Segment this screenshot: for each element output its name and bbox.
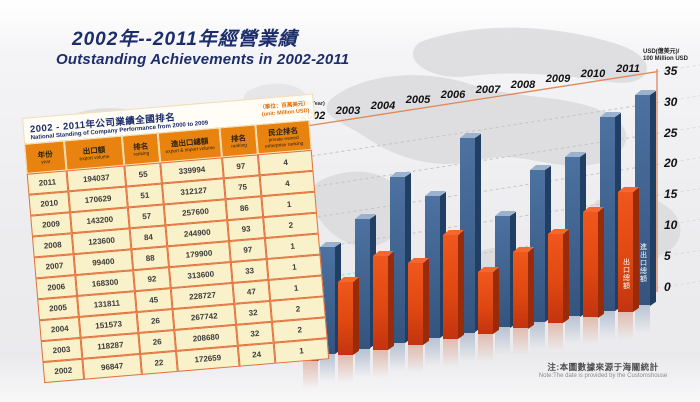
- reflection-total-2008: [530, 320, 545, 355]
- y-tick-0: 0: [664, 280, 671, 294]
- table-cell: 2002: [42, 358, 85, 384]
- table-col-header-2: 出口額 export volume: [64, 135, 125, 171]
- source-footnote: 注:本圖數據來源于海關統計 Note:The date is provided …: [508, 361, 698, 379]
- y-axis-unit-line1: USD(億美元)/: [643, 49, 680, 55]
- table-col-header-5: 排名 ranking: [219, 124, 258, 158]
- year-label-2004: 2004: [370, 99, 396, 112]
- bar-export-2010: [583, 211, 598, 318]
- performance-table: 2002 - 2011年公司業績全國排名 National Standing o…: [22, 93, 336, 384]
- table-unit-note: （單位：百萬美元） (unit: Million USD): [259, 101, 309, 119]
- reflection-total-2002: [320, 353, 335, 388]
- reflection-total-2004: [390, 342, 405, 377]
- bar-export-2004: [373, 256, 388, 350]
- year-label-2009: 2009: [545, 73, 571, 86]
- reflection-export-2010: [583, 316, 598, 351]
- table-body: 2011 194037 55 339994 97 4 2010 170629 51 312127 7…: [26, 149, 336, 384]
- year-label-2007: 2007: [475, 83, 501, 96]
- y-tick-10: 10: [664, 218, 678, 233]
- bar-export-2006: [443, 234, 458, 340]
- reflection-export-2011: [618, 311, 633, 346]
- bar-series-label-total: 進出口總額: [639, 243, 647, 284]
- table-col-header-3: 排名 ranking: [121, 132, 161, 166]
- reflection-export-2005: [408, 343, 423, 378]
- table-col-header-6: 民企排名 private-owned enterprise ranking: [255, 119, 312, 155]
- reflection-total-2009: [565, 315, 580, 350]
- y-tick-5: 5: [664, 249, 671, 264]
- year-label-2008: 2008: [510, 78, 536, 91]
- reflection-export-2006: [443, 338, 458, 373]
- reflection-export-2009: [548, 321, 563, 356]
- reflection-export-2002: [303, 359, 318, 394]
- page-title: 2002年--2011年經營業績 Outstanding Achievement…: [56, 24, 349, 68]
- bar-export-2003: [338, 282, 353, 356]
- reflection-export-2004: [373, 349, 388, 384]
- bar-export-2011: 出口總額: [618, 191, 633, 313]
- table-cell: 1: [273, 338, 330, 364]
- bar-series-label-export: 出口總額: [622, 258, 630, 291]
- table-col-header-1: 年份 year: [24, 140, 67, 174]
- reflection-total-2010: [600, 309, 615, 344]
- y-tick-20: 20: [664, 156, 678, 171]
- reflection-total-2005: [425, 336, 440, 371]
- bar-export-2007: [478, 272, 493, 334]
- reflection-export-2003: [338, 354, 353, 389]
- y-tick-25: 25: [664, 125, 678, 140]
- reflection-total-2003: [355, 347, 370, 382]
- bar-export-2008: [513, 251, 528, 329]
- y-axis-unit-line2: 100 Million USD: [643, 56, 689, 63]
- year-label-2005: 2005: [405, 94, 431, 107]
- year-label-2003: 2003: [335, 104, 361, 117]
- page-title-en: Outstanding Achievements in 2002-2011: [56, 51, 350, 68]
- page-title-cn: 2002年--2011年經營業績: [72, 29, 298, 50]
- bar-export-2005: [408, 262, 423, 345]
- year-label-2006: 2006: [440, 89, 466, 102]
- reflection-total-2007: [495, 326, 510, 361]
- footnote-cn: 注:本圖數據來源于海關統計: [547, 362, 659, 372]
- bar-export-2009: [548, 234, 563, 323]
- reflection-export-2008: [513, 327, 528, 362]
- y-tick-30: 30: [664, 94, 678, 109]
- year-label-2010: 2010: [580, 68, 606, 81]
- y-axis-unit-label: USD(億美元)/ 100 Million USD: [643, 49, 688, 63]
- reflection-total-2006: [460, 331, 475, 366]
- reflection-total-2011: [635, 304, 650, 339]
- y-tick-35: 35: [664, 63, 678, 78]
- table-cell: 22: [140, 350, 178, 375]
- table-cell: 24: [237, 342, 276, 367]
- y-tick-15: 15: [664, 187, 678, 202]
- reflection-export-2007: [478, 332, 493, 367]
- year-label-2011: 2011: [616, 62, 640, 75]
- footnote-en: Note:The date is provided by the Customs…: [538, 373, 668, 379]
